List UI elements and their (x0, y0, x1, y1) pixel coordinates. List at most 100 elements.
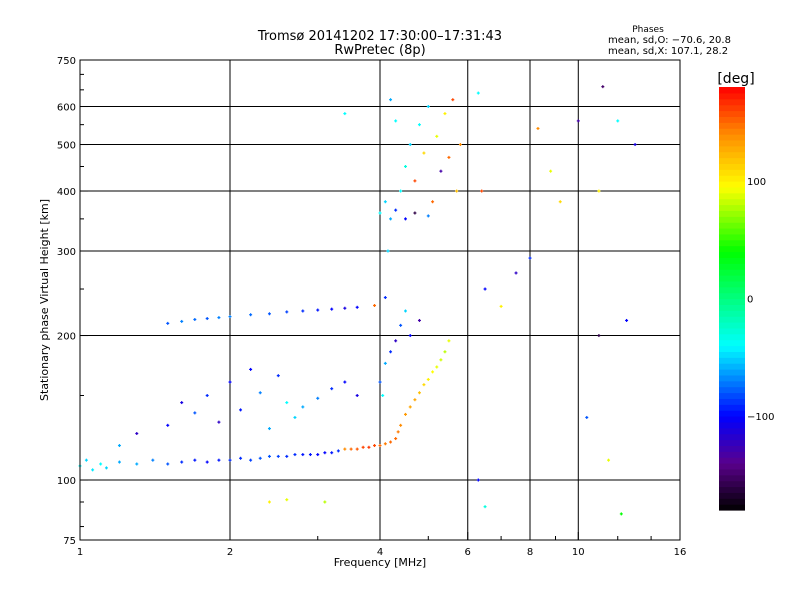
data-point (228, 458, 232, 462)
data-point (104, 466, 108, 470)
colorbar-segment (719, 310, 745, 317)
colorbar-segment (719, 92, 745, 100)
data-point (447, 155, 451, 159)
data-point (476, 478, 480, 482)
colorbar-segment (719, 439, 745, 446)
colorbar-segment (719, 157, 745, 164)
data-point (316, 396, 320, 400)
data-point (383, 361, 387, 365)
colorbar-tick-label: 0 (747, 295, 753, 306)
data-point (205, 460, 209, 464)
data-point (301, 309, 305, 313)
data-point (403, 412, 407, 416)
colorbar-segment (719, 139, 745, 147)
colorbar-segment (719, 298, 745, 305)
data-point (403, 217, 407, 221)
x-axis-label: Frequency [MHz] (334, 556, 426, 569)
data-point (151, 458, 155, 462)
colorbar-segment (719, 345, 745, 352)
data-point (373, 444, 377, 448)
data-point (267, 312, 271, 316)
data-point (408, 405, 412, 409)
data-point (135, 462, 139, 466)
data-point (239, 456, 243, 460)
colorbar-segment (719, 116, 745, 123)
data-point (417, 391, 421, 395)
colorbar-segment (719, 198, 745, 206)
colorbar-segment (719, 416, 745, 423)
colorbar-segment (719, 304, 745, 311)
data-point (597, 334, 601, 338)
data-point (323, 451, 327, 455)
colorbar-segment (719, 369, 745, 376)
colorbar-segment (719, 145, 745, 153)
data-point (422, 383, 426, 387)
colorbar-segment (719, 263, 745, 270)
colorbar-segment (719, 216, 745, 223)
colorbar-segment (719, 427, 745, 435)
data-point (117, 444, 121, 448)
data-point (285, 401, 289, 405)
colorbar-segment (719, 286, 745, 294)
data-point (293, 453, 297, 457)
colorbar-segment (719, 404, 745, 411)
colorbar-segment (719, 410, 745, 417)
data-point (308, 453, 312, 457)
data-point (205, 394, 209, 398)
data-point (373, 303, 377, 307)
y-tick-label: 600 (57, 103, 76, 114)
colorbar-segment (719, 292, 745, 300)
data-point (394, 437, 398, 441)
colorbar-segment (719, 468, 745, 476)
data-point (439, 169, 443, 173)
colorbar-segment (719, 392, 745, 399)
data-point (135, 432, 139, 436)
colorbar-segment (719, 269, 745, 276)
colorbar-segment (719, 322, 745, 329)
colorbar-segment (719, 433, 745, 441)
data-point (285, 310, 289, 314)
data-point (408, 334, 412, 338)
y-tick-label: 200 (57, 332, 76, 343)
data-point (378, 380, 382, 384)
colorbar-segment (719, 457, 745, 464)
data-point (616, 119, 620, 123)
colorbar-segment (719, 163, 745, 170)
data-point (383, 296, 387, 300)
data-point (619, 512, 623, 516)
x-tick-label: 6 (465, 547, 471, 558)
data-point (249, 313, 253, 317)
phase-info-x: mean, sd,X: 107.1, 28.2 (608, 46, 728, 57)
colorbar-segment (719, 492, 745, 499)
data-point (316, 308, 320, 312)
data-point (343, 447, 347, 451)
data-point (431, 370, 435, 374)
data-point (91, 468, 95, 472)
data-point (435, 365, 439, 369)
data-point (301, 453, 305, 457)
colorbar-segment (719, 175, 745, 182)
data-point (480, 189, 484, 193)
data-point (84, 458, 88, 462)
data-point (483, 505, 487, 509)
x-tick-label: 4 (377, 547, 383, 558)
data-point (403, 309, 407, 313)
colorbar-segment (719, 251, 745, 258)
data-point (576, 119, 580, 123)
data-point (193, 317, 197, 321)
data-point (267, 427, 271, 431)
data-point (396, 430, 400, 434)
data-point (361, 445, 365, 449)
data-point (455, 189, 459, 193)
phase-info-o: mean, sd,O: −70.6, 20.8 (608, 35, 731, 46)
colorbar-segment (719, 104, 745, 112)
data-point (258, 456, 262, 460)
data-point (378, 444, 382, 448)
data-point (217, 420, 221, 424)
data-point (514, 271, 518, 275)
data-point (458, 143, 462, 147)
data-point (249, 458, 253, 462)
data-point (394, 339, 398, 343)
colorbar-segment (719, 245, 745, 253)
